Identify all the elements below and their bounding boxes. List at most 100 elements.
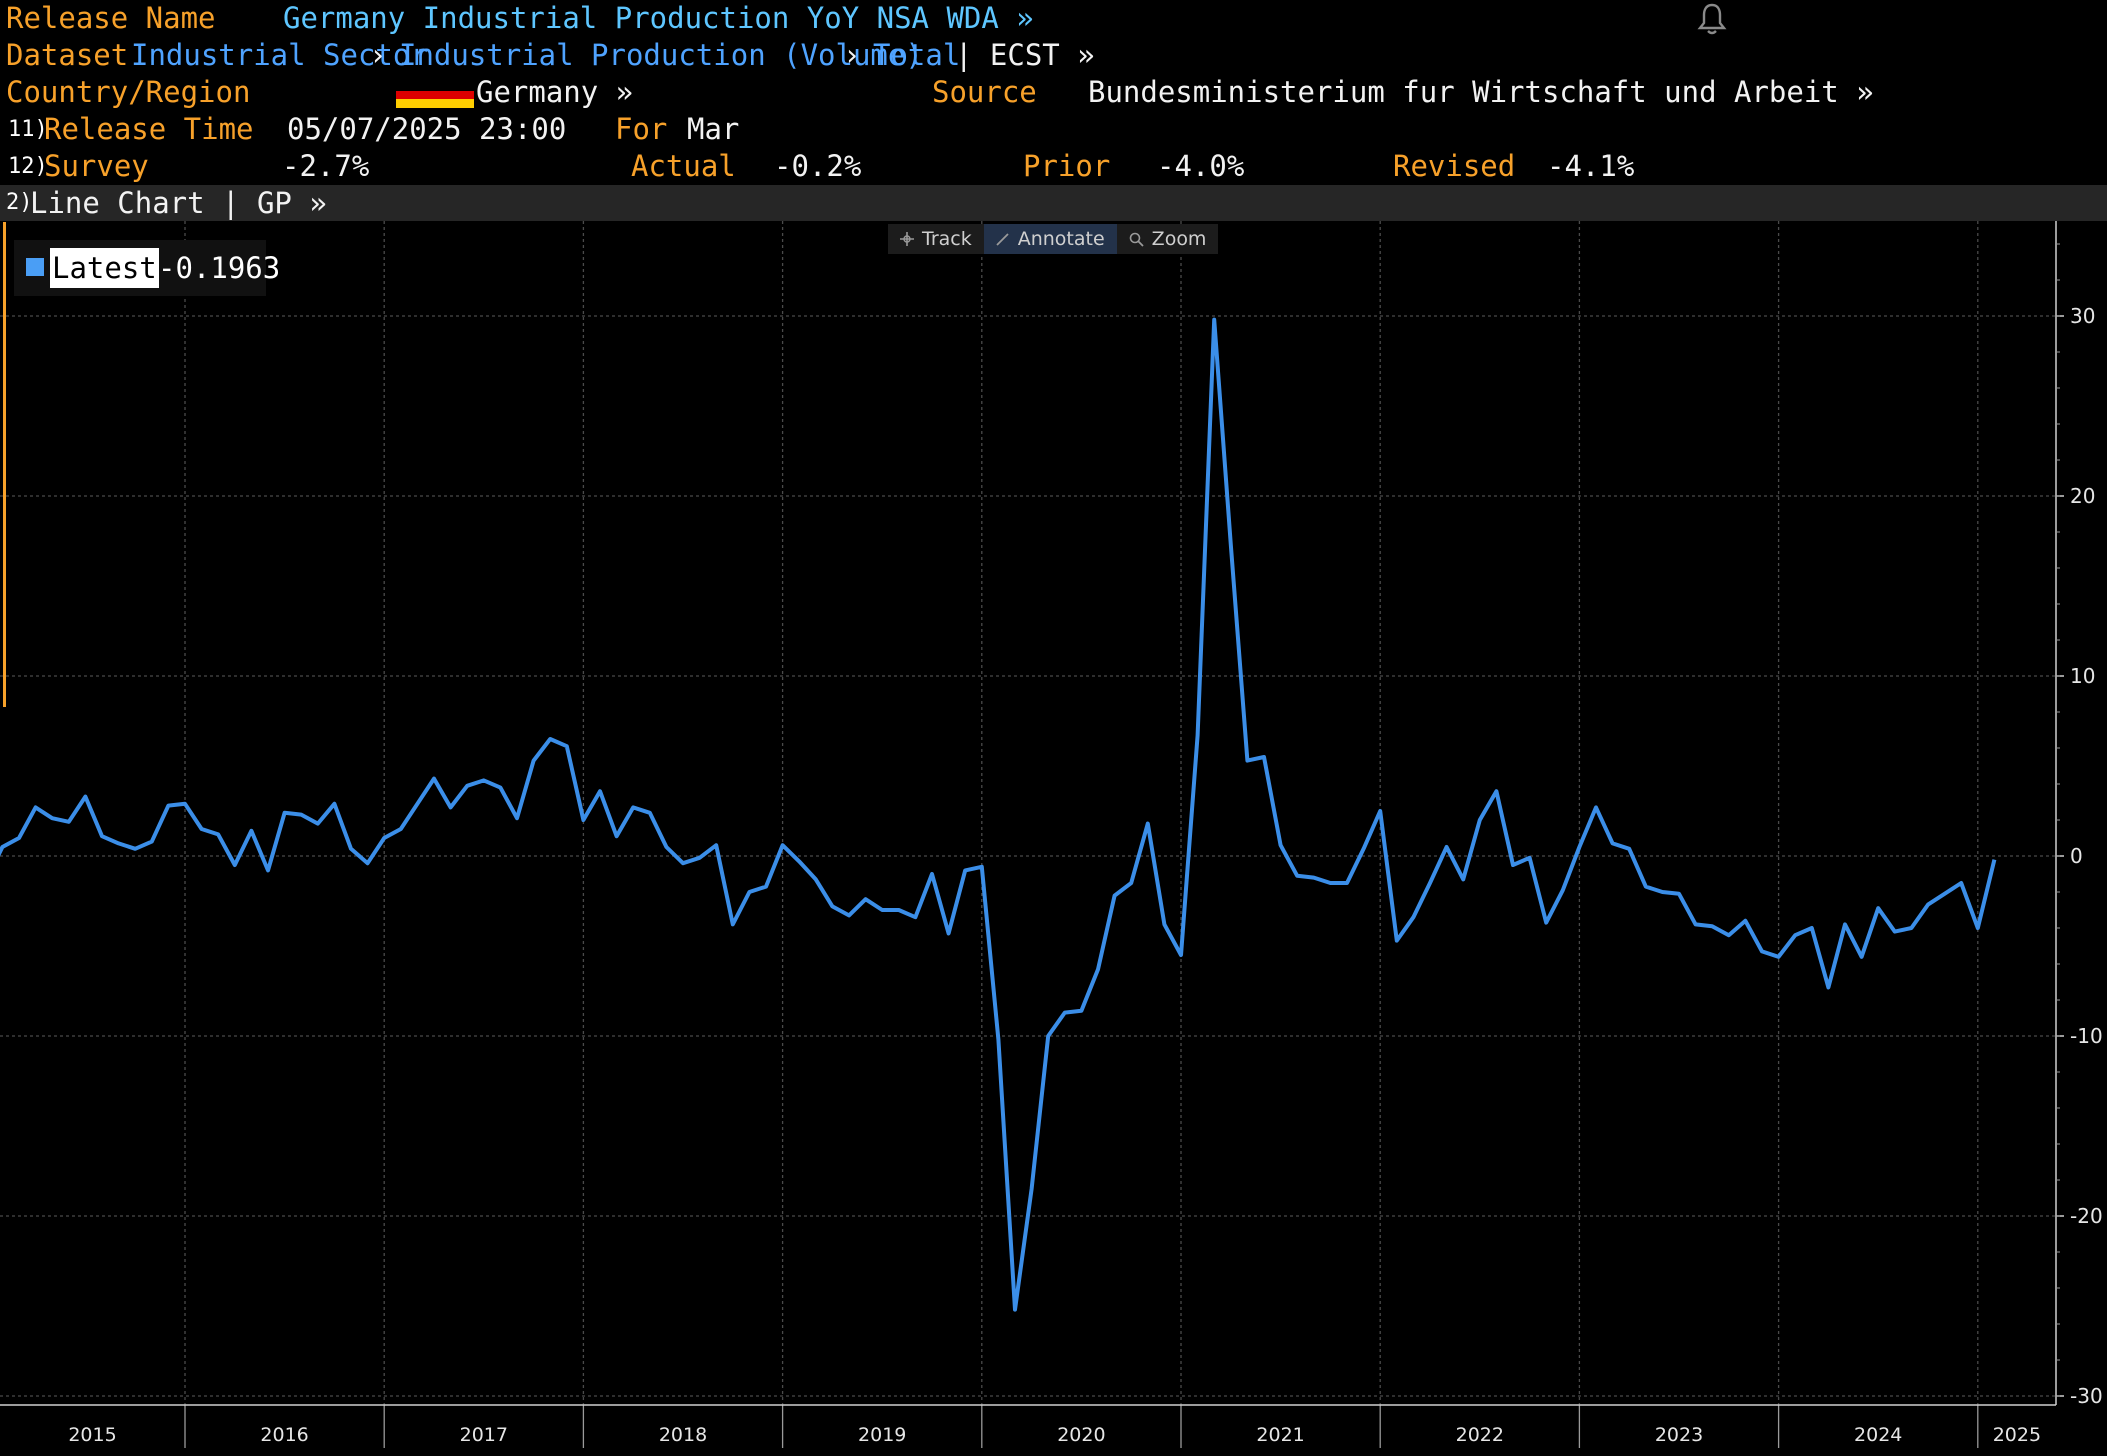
zoom-label: Zoom	[1151, 228, 1207, 250]
data-point	[1677, 892, 1681, 896]
data-point	[1893, 930, 1897, 934]
data-point	[1428, 881, 1432, 885]
chart-legend[interactable]: Latest -0.1963	[14, 240, 280, 296]
dataset-tail[interactable]: | ECST »	[955, 38, 1095, 72]
data-point	[648, 811, 652, 815]
data-point	[1362, 847, 1366, 851]
data-point	[631, 805, 635, 809]
source-value[interactable]: Bundesministerium fur Wirtschaft und Arb…	[1088, 75, 1874, 109]
data-point	[880, 908, 884, 912]
y-tick-label: 30	[2070, 304, 2095, 328]
data-point	[1146, 822, 1150, 826]
release-name-row: Release Name Germany Industrial Producti…	[0, 0, 2107, 37]
data-point	[67, 820, 71, 824]
data-point	[1378, 809, 1382, 813]
track-label: Track	[922, 228, 972, 250]
line-chart[interactable]: 30 20 10 0 -10 -20 -30 2015 2016 2017 2018 2019 2020…	[0, 221, 2107, 1456]
data-point	[382, 836, 386, 840]
actual-label: Actual	[631, 149, 736, 183]
chart-toolbar: Track Annotate Zoom	[888, 224, 1219, 254]
data-point	[1561, 888, 1565, 892]
data-point	[1245, 759, 1249, 763]
data-point	[963, 868, 967, 872]
data-point	[1528, 856, 1532, 860]
data-point	[930, 872, 934, 876]
annotate-button[interactable]: Annotate	[983, 224, 1117, 254]
data-point	[698, 856, 702, 860]
data-point	[200, 827, 204, 831]
zoom-button[interactable]: Zoom	[1117, 224, 1219, 254]
data-point	[548, 737, 552, 741]
source-label: Source	[932, 75, 1037, 109]
data-point	[216, 832, 220, 836]
data-point	[1976, 926, 1980, 930]
chart-title-bar: 2) Line Chart | GP »	[0, 185, 2107, 221]
dataset-path-3[interactable]: Total	[873, 38, 961, 72]
x-tick-label: 2017	[460, 1424, 508, 1446]
data-point	[1926, 903, 1930, 907]
data-point	[864, 897, 868, 901]
data-point	[249, 829, 253, 833]
data-point	[1826, 985, 1830, 989]
data-point	[1644, 885, 1648, 889]
dataset-path-2[interactable]: Industrial Production (Volume)	[399, 38, 923, 72]
data-point	[664, 845, 668, 849]
data-point	[449, 805, 453, 809]
germany-flag-icon	[396, 82, 474, 108]
revised-value: -4.1%	[1547, 149, 1635, 183]
data-point	[332, 802, 336, 806]
data-point	[299, 813, 303, 817]
dataset-path-1[interactable]: Industrial Sector	[131, 38, 428, 72]
data-point	[1793, 933, 1797, 937]
data-point	[1959, 881, 1963, 885]
data-point	[1212, 318, 1216, 322]
data-point	[100, 834, 104, 838]
data-point	[1843, 922, 1847, 926]
data-point	[781, 843, 785, 847]
survey-label[interactable]: Survey	[44, 149, 149, 183]
data-point	[316, 822, 320, 826]
data-point	[1943, 892, 1947, 896]
data-point	[1478, 818, 1482, 822]
data-point	[1196, 733, 1200, 737]
data-point	[349, 847, 353, 851]
left-accent-line	[3, 222, 6, 707]
data-point	[1063, 1011, 1067, 1015]
data-point	[183, 802, 187, 806]
x-tick-label: 2020	[1057, 1424, 1105, 1446]
data-point	[1627, 847, 1631, 851]
data-point	[1113, 894, 1117, 898]
chart-type-label[interactable]: Line Chart | GP »	[30, 186, 327, 220]
data-point	[1162, 922, 1166, 926]
data-point	[913, 915, 917, 919]
release-name-link[interactable]: Germany Industrial Production YoY NSA WD…	[283, 1, 1034, 35]
data-point	[714, 843, 718, 847]
data-point	[1710, 924, 1714, 928]
data-point	[947, 931, 951, 935]
data-point	[1312, 876, 1316, 880]
data-point	[1079, 1009, 1083, 1013]
release-name-label: Release Name	[6, 1, 216, 35]
data-point	[996, 1038, 1000, 1042]
for-label: For	[615, 112, 668, 146]
bell-icon[interactable]	[1697, 2, 1727, 36]
data-point	[415, 802, 419, 806]
data-point	[681, 861, 685, 865]
track-button[interactable]: Track	[888, 224, 984, 254]
x-tick-label: 2016	[260, 1424, 308, 1446]
release-time-label[interactable]: Release Time	[44, 112, 254, 146]
data-point	[1511, 863, 1515, 867]
data-point	[1461, 877, 1465, 881]
series-line-latest	[0, 317, 1997, 1312]
data-point	[432, 777, 436, 781]
x-tick-label: 2023	[1655, 1424, 1703, 1446]
data-point	[1992, 858, 1996, 862]
data-point	[399, 827, 403, 831]
data-point	[1611, 841, 1615, 845]
country-value[interactable]: Germany »	[476, 75, 634, 109]
data-point	[830, 904, 834, 908]
data-point	[50, 816, 54, 820]
data-point	[897, 908, 901, 912]
legend-value: -0.1963	[158, 251, 281, 285]
x-tick-label: 2024	[1854, 1424, 1902, 1446]
